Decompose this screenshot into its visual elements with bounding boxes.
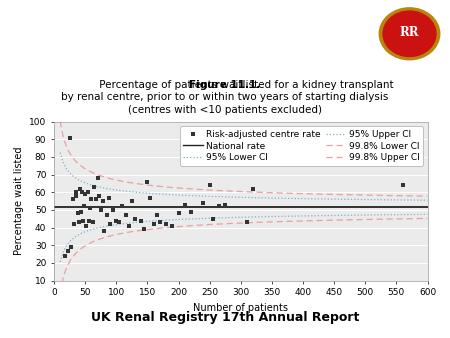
Circle shape <box>383 11 436 56</box>
Point <box>89 220 96 225</box>
Point <box>128 198 135 204</box>
Point <box>175 211 182 216</box>
Point <box>399 183 406 188</box>
Point <box>66 135 73 140</box>
Point <box>169 223 176 228</box>
X-axis label: Number of patients: Number of patients <box>193 303 288 313</box>
Point <box>70 221 77 227</box>
Y-axis label: Percentage wait listed: Percentage wait listed <box>14 147 23 256</box>
Point <box>80 204 87 209</box>
Point <box>69 197 76 202</box>
Point <box>72 190 79 195</box>
Point <box>138 218 145 223</box>
Legend: Risk-adjusted centre rate, National rate, 95% Lower CI, 95% Upper CI, 99.8% Lowe: Risk-adjusted centre rate, National rate… <box>180 126 423 166</box>
Text: Percentage of patients waitlisted for a kidney transplant: Percentage of patients waitlisted for a … <box>57 79 393 90</box>
Point <box>162 221 170 227</box>
Point <box>206 183 213 188</box>
Point <box>221 202 229 207</box>
Point <box>125 223 132 228</box>
Point <box>94 175 101 181</box>
Point <box>85 218 92 223</box>
Point <box>81 191 89 197</box>
Text: RR: RR <box>400 26 419 39</box>
Point <box>216 204 223 209</box>
Point <box>131 216 139 221</box>
Point <box>91 184 98 190</box>
Point <box>64 248 71 253</box>
Point <box>85 190 92 195</box>
Point <box>75 220 82 225</box>
Point <box>116 220 123 225</box>
Text: UK Renal Registry 17th Annual Report: UK Renal Registry 17th Annual Report <box>91 312 359 324</box>
Text: (centres with <10 patients excluded): (centres with <10 patients excluded) <box>128 105 322 115</box>
Point <box>105 195 112 200</box>
Point <box>153 213 160 218</box>
Circle shape <box>379 8 440 60</box>
Point <box>119 204 126 209</box>
Point <box>181 202 189 207</box>
Point <box>187 209 194 214</box>
Point <box>243 220 251 225</box>
Point <box>86 206 94 211</box>
Point <box>93 197 100 202</box>
Point <box>104 213 111 218</box>
Point <box>80 218 87 223</box>
Point <box>62 253 69 259</box>
Point <box>100 228 108 234</box>
Point <box>99 198 106 204</box>
Point <box>97 207 104 213</box>
Text: Figure 11.1.: Figure 11.1. <box>189 79 261 90</box>
Point <box>156 220 163 225</box>
Point <box>150 221 157 227</box>
Point <box>78 190 86 195</box>
Point <box>141 227 148 232</box>
Point <box>88 197 95 202</box>
Point <box>144 179 151 185</box>
Point <box>96 193 103 198</box>
Point <box>107 221 113 227</box>
Point <box>147 195 154 200</box>
Point <box>250 186 257 191</box>
Point <box>76 186 84 191</box>
Point <box>112 218 120 223</box>
Point <box>67 244 74 250</box>
Point <box>200 200 207 206</box>
Point <box>122 213 129 218</box>
Point <box>74 211 81 216</box>
Point <box>109 207 117 213</box>
Point <box>209 216 216 221</box>
Text: by renal centre, prior to or within two years of starting dialysis: by renal centre, prior to or within two … <box>61 92 389 102</box>
Point <box>78 209 85 214</box>
Point <box>73 193 80 198</box>
Point <box>83 223 90 228</box>
